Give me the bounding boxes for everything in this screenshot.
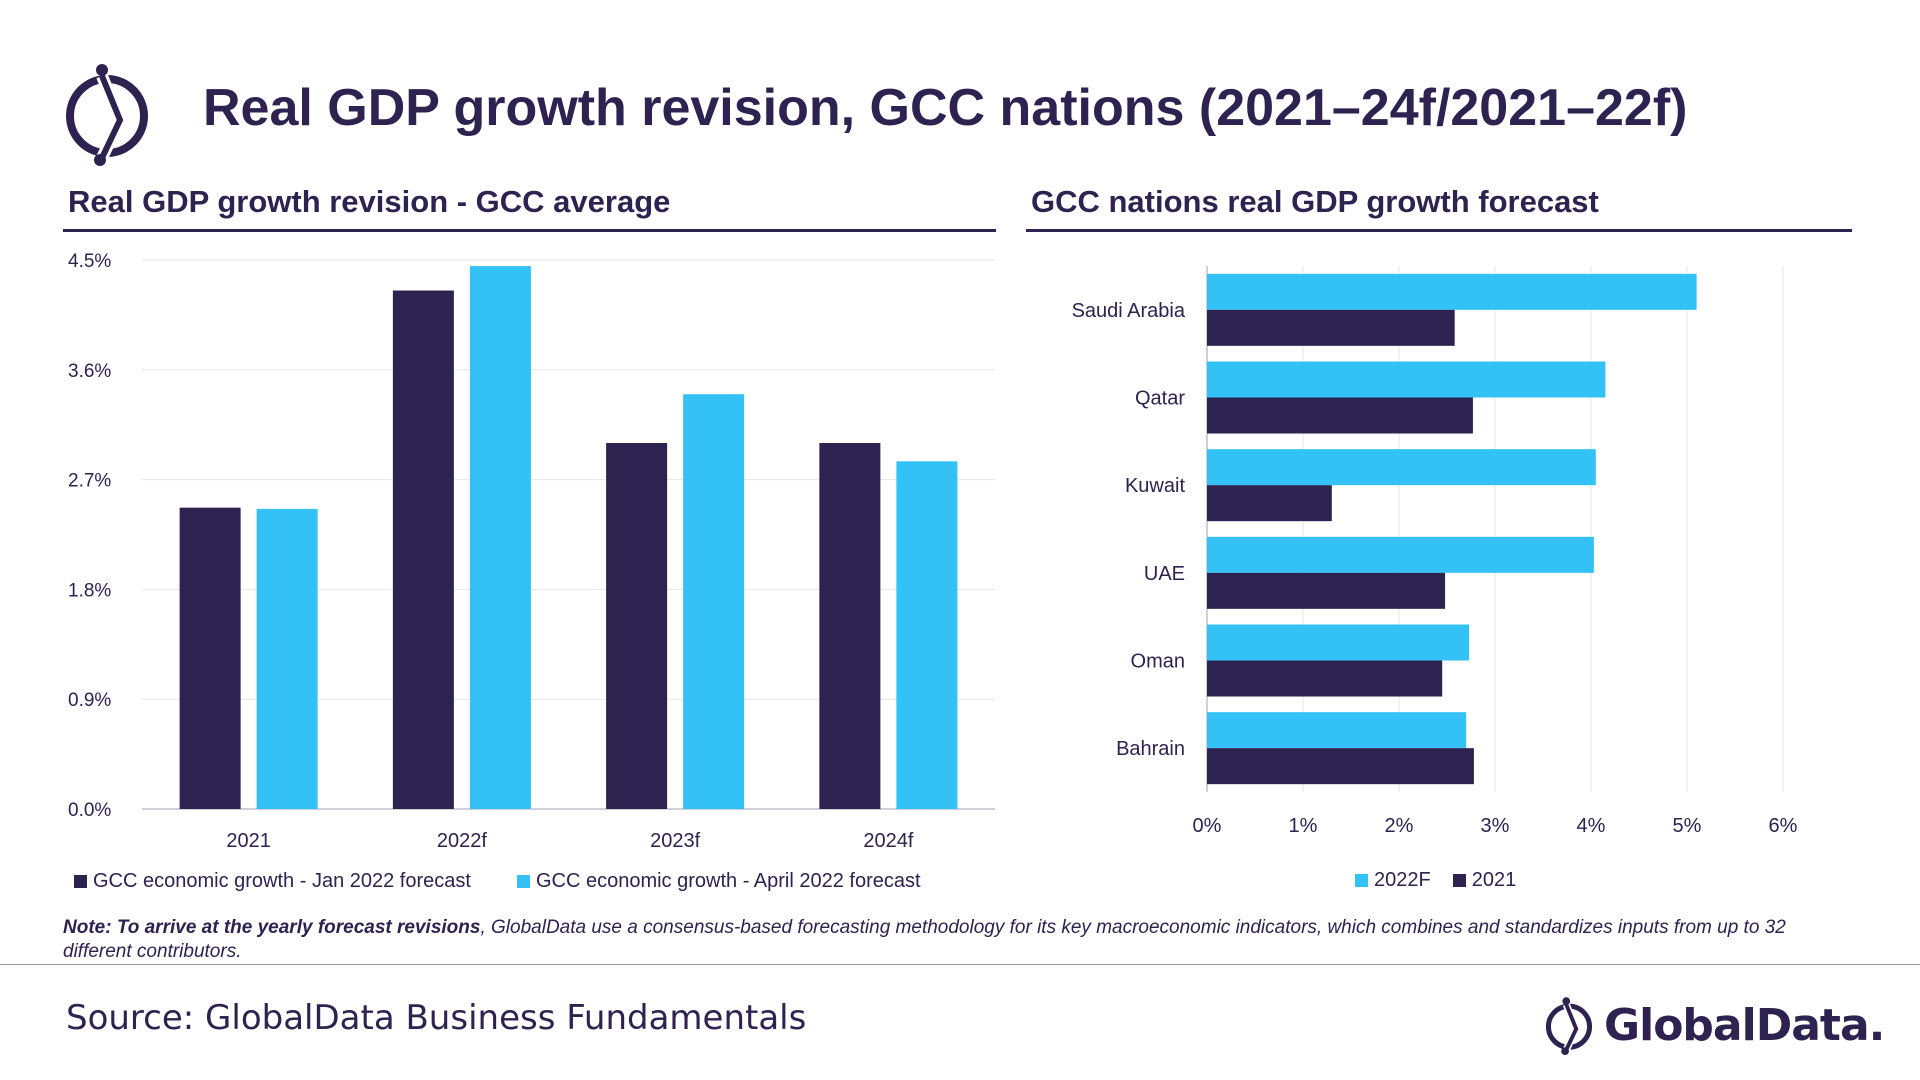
right-chart-legend: 2022F 2021 [1355,869,1562,892]
right-bar-qatar-2021 [1207,397,1473,434]
left-xtick-label: 2022f [437,830,487,852]
legend-swatch-2021 [1452,874,1466,887]
globaldata-brand-icon [1545,997,1593,1055]
legend-swatch-jan [74,875,87,888]
left-xtick-label: 2024f [863,830,913,852]
right-bar-uae-2022f [1207,536,1594,573]
right-category-label: Qatar [1135,388,1185,410]
right-bar-saudi-arabia-2021 [1207,309,1455,346]
left-ytick-label: 1.8% [68,580,111,601]
legend-label-april: GCC economic growth - April 2022 forecas… [535,870,921,892]
legend-swatch-april [516,875,530,888]
legend-swatch-2022f [1355,874,1368,887]
footer-divider [0,964,1920,965]
right-xtick-label: 5% [1673,815,1702,837]
left-ytick-label: 4.5% [68,251,111,272]
charts-canvas: 0.0% 0.9% 1.8% 2.7% 3.6% 4.5% 2021 2022f 2023f 20… [68,251,1798,852]
right-category-label: Bahrain [1116,738,1185,760]
right-xtick-label: 3% [1481,815,1510,837]
right-bar-kuwait-2021 [1207,485,1332,522]
page-title: Real GDP growth revision, GCC nations (2… [203,79,1688,137]
left-bar-2024f-series-2 [896,461,958,809]
right-category-label: Oman [1131,651,1185,673]
right-bar-oman-2021 [1207,660,1443,697]
globaldata-logo-icon [66,64,148,166]
right-xtick-label: 2% [1385,815,1414,837]
left-xtick-label: 2023f [650,830,700,852]
left-bar-2023f-series-2 [683,394,745,809]
legend-label-2021: 2021 [1471,869,1517,891]
legend-label-2022f: 2022F [1374,869,1431,891]
left-ytick-label: 0.9% [68,690,111,711]
right-category-label: Kuwait [1125,475,1185,497]
right-bar-bahrain-2022f [1207,712,1467,749]
brand-name: GlobalData. [1604,999,1885,1051]
left-ytick-label: 3.6% [68,361,111,382]
right-xtick-label: 4% [1577,815,1606,837]
right-bar-kuwait-2022f [1207,449,1596,486]
legend-item-2022f[interactable]: 2022F [1355,869,1431,892]
left-bar-2021-series-1 [179,507,241,809]
right-category-label: UAE [1144,563,1185,585]
legend-label-jan: GCC economic growth - Jan 2022 forecast [93,870,471,892]
right-chart-title: GCC nations real GDP growth forecast [1031,184,1599,219]
left-title-rule [63,229,996,232]
left-xtick-label: 2021 [226,830,271,852]
legend-item-2021[interactable]: 2021 [1452,869,1517,892]
right-bar-uae-2021 [1207,572,1446,609]
source-text: Source: GlobalData Business Fundamentals [66,998,807,1038]
left-bar-2023f-series-1 [606,443,668,809]
left-chart-title: Real GDP growth revision - GCC average [68,184,671,219]
footnote: Note: To arrive at the yearly forecast r… [63,916,1853,964]
legend-item-jan[interactable]: GCC economic growth - Jan 2022 forecast [74,870,471,893]
right-bar-saudi-arabia-2022f [1207,273,1697,310]
right-bar-oman-2022f [1207,624,1470,661]
right-bar-qatar-2022f [1207,361,1606,398]
footnote-text: , GlobalData use a consensus-based forec… [63,917,1786,962]
left-ytick-label: 2.7% [68,471,111,492]
left-bar-2024f-series-1 [819,443,881,809]
left-bar-2022f-series-2 [469,266,531,810]
left-bar-2021-series-2 [256,508,318,809]
legend-item-april[interactable]: GCC economic growth - April 2022 forecas… [516,870,921,893]
brand-logo: GlobalData. [1544,990,1885,1060]
left-bar-2022f-series-1 [392,290,454,809]
right-bar-bahrain-2021 [1207,748,1474,785]
left-chart-legend: GCC economic growth - Jan 2022 forecast … [74,870,967,893]
right-category-label: Saudi Arabia [1072,300,1186,322]
footnote-bold: Note: To arrive at the yearly forecast r… [63,917,481,938]
left-ytick-label: 0.0% [68,800,111,821]
right-xtick-label: 0% [1193,815,1222,837]
right-xtick-label: 1% [1289,815,1318,837]
right-title-rule [1026,229,1852,232]
right-xtick-label: 6% [1769,815,1798,837]
